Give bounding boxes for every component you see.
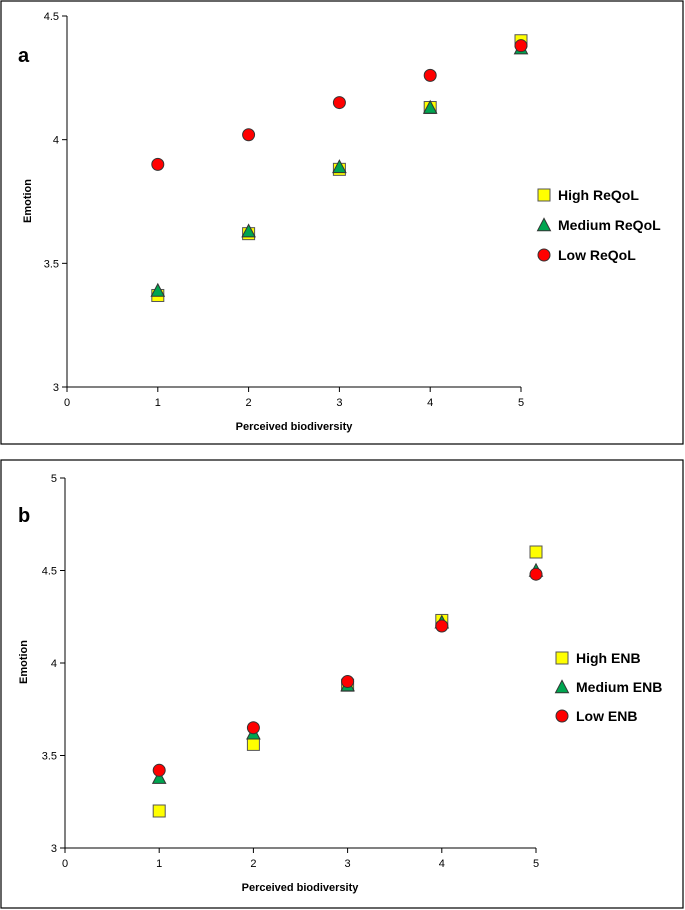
panel-a-xtick-label: 1 (155, 397, 161, 409)
panel-b-ytick-label: 4.5 (42, 566, 57, 578)
panel-a-plot: 3 3.5 4 4.5 0 1 2 3 4 5 High ReQoL Medium ReQoL Low … (44, 11, 661, 409)
panel-a-point-triangle (332, 159, 347, 174)
panel-b-xlabel: Perceived biodiversity (242, 882, 360, 894)
panel-a-legend-triangle-marker (536, 217, 552, 232)
panel-b-point-square (246, 737, 260, 751)
panel-a-xtick-label: 3 (336, 397, 342, 409)
panel-a-xtick-label: 0 (64, 397, 70, 409)
panel-b-xtick-label: 2 (250, 858, 256, 870)
panel-b-point-square (529, 545, 543, 559)
panel-b-legend-label: Medium ENB (576, 679, 662, 695)
panel-a-xtick-label: 5 (518, 397, 524, 409)
panel-b-legend-triangle-marker (554, 679, 570, 694)
panel-b-xtick-label: 3 (345, 858, 351, 870)
panel-a-legend-label: Medium ReQoL (558, 217, 661, 233)
panel-a-ytick-label: 4.5 (44, 11, 59, 23)
panel-b-point-circle (341, 675, 355, 688)
panel-b-ytick-label: 5 (51, 473, 57, 485)
panel-a-point-triangle (241, 223, 256, 238)
panel-b-ylabel: Emotion (18, 640, 30, 684)
panel-b-letter: b (18, 505, 30, 527)
panel-a-point-circle (151, 157, 165, 171)
panel-a-point-triangle (150, 282, 166, 297)
panel-a-legend-label: Low ReQoL (558, 247, 636, 263)
panel-a-point-circle (423, 68, 437, 82)
panel-a-point-triangle (422, 99, 438, 114)
panel-b-legend-square-marker (555, 651, 569, 665)
panel-a-xtick-label: 2 (246, 397, 252, 409)
panel-b-xtick-label: 5 (533, 858, 539, 870)
panel-b-point-triangle (151, 769, 167, 784)
panel-a-point-circle (242, 128, 256, 142)
panel-a-letter: a (18, 45, 30, 67)
panel-b-legend-label: Low ENB (576, 708, 637, 724)
panel-b-point-circle (246, 721, 260, 735)
panel-b-plot: 3 3.5 4 4.5 5 0 1 2 3 4 5 High ENB Medium ENB Low ENB (42, 473, 663, 870)
panel-a-legend-square-marker (537, 188, 551, 202)
panel-a-point-circle (332, 96, 346, 110)
panel-a-legend-circle-marker (537, 248, 551, 262)
panel-a-ytick-label: 3 (53, 382, 59, 394)
panel-b-ytick-label: 3.5 (42, 751, 57, 763)
panel-b-legend-label: High ENB (576, 650, 641, 666)
panel-a-ytick-label: 3.5 (44, 258, 59, 270)
panel-a-frame (0, 0, 684, 445)
panel-b-point-square (152, 804, 166, 818)
panel-b-ytick-label: 4 (51, 658, 57, 670)
panel-b-ytick-label: 3 (51, 843, 57, 855)
panel-b-xtick-label: 0 (62, 858, 68, 870)
panel-b-point-circle (435, 619, 449, 633)
panel-b-point-circle (529, 567, 543, 581)
panel-b-xtick-label: 1 (156, 858, 162, 870)
panel-b-xtick-label: 4 (439, 858, 445, 870)
panel-a-ytick-label: 4 (53, 135, 59, 147)
panel-b-legend-circle-marker (555, 709, 569, 723)
panel-a-xtick-label: 4 (427, 397, 433, 409)
panel-a-xlabel: Perceived biodiversity (236, 421, 354, 433)
panel-b-point-circle (152, 763, 166, 777)
panel-a-point-circle (514, 39, 528, 53)
panel-a-legend-label: High ReQoL (558, 187, 639, 203)
panel-a-ylabel: Emotion (22, 179, 34, 223)
